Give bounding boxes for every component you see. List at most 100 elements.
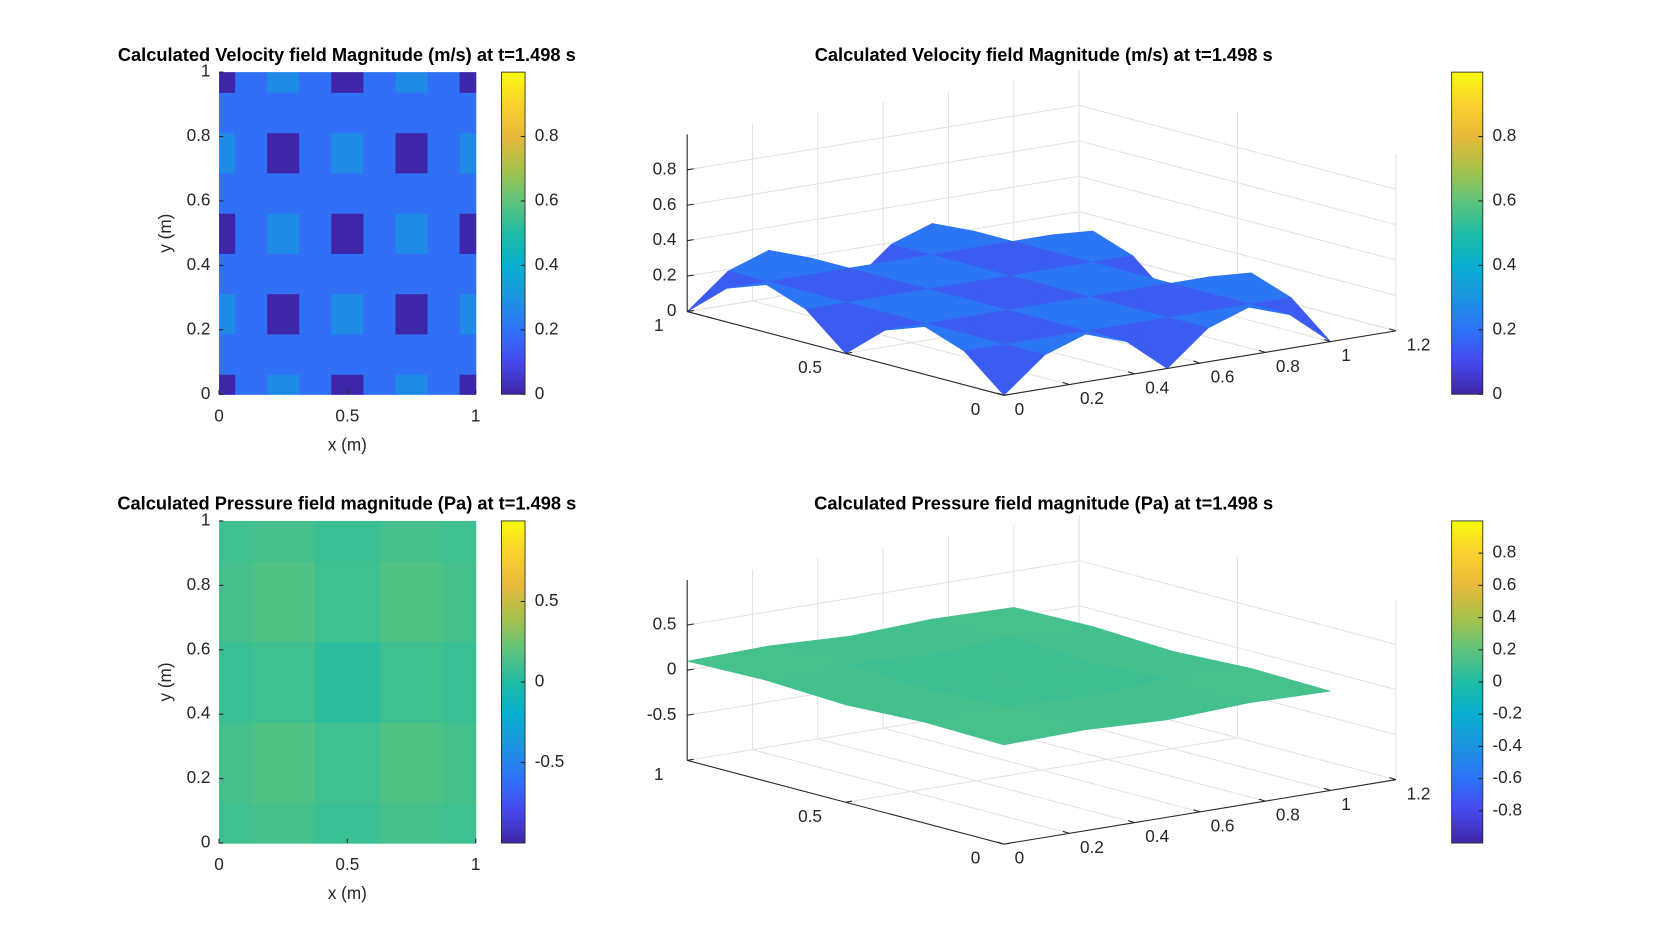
heatmap-cell (219, 293, 236, 335)
x-tick (1389, 777, 1397, 781)
z-tick-label: 0.6 (653, 194, 677, 214)
heatmap-cell (235, 333, 268, 375)
heatmap-cell (219, 641, 252, 723)
colorbar (1451, 520, 1484, 844)
heatmap-cell (219, 172, 236, 214)
heatmap-cell (427, 293, 461, 335)
heatmap-cell (395, 293, 429, 335)
grid-line (687, 175, 1080, 242)
colorbar-tick-label: 0.8 (1492, 542, 1516, 562)
colorbar-tick-label: -0.8 (1492, 799, 1522, 819)
y-tick (845, 800, 853, 803)
grid-line (1078, 605, 1396, 691)
x-tick (1062, 381, 1070, 386)
z-tick-label: 0 (667, 659, 677, 679)
heatmap-cell (219, 802, 252, 844)
heatmap-cell (251, 520, 316, 562)
heatmap-cell (299, 374, 332, 395)
x-tick-label: 0.8 (1276, 805, 1300, 825)
heatmap-cell (315, 561, 381, 643)
heatmap-cell (315, 520, 381, 562)
y-tick-label: 0.6 (187, 189, 211, 209)
heatmap-cell (363, 374, 397, 395)
colorbar-tick-label: 0.6 (1492, 574, 1516, 594)
y-tick-label: 0 (971, 399, 981, 419)
heatmap-cell (331, 213, 365, 254)
chart-title: Calculated Velocity field Magnitude (m/s… (815, 44, 1273, 65)
heatmap-cell (363, 92, 397, 134)
heatmap-cell (395, 253, 429, 295)
x-tick-label: 0.5 (335, 405, 359, 425)
colorbar-tick-label: 0.6 (535, 189, 559, 209)
z-tick (687, 623, 694, 626)
x-tick (1193, 809, 1201, 813)
heatmap-cell (219, 374, 236, 395)
heatmap-cell (219, 561, 252, 643)
surface-patch (963, 344, 1046, 396)
colorbar-tick-label: 0 (1492, 383, 1502, 403)
heatmap-cell (267, 213, 300, 254)
heatmap-cell (251, 561, 316, 643)
x-tick (997, 392, 1005, 396)
heatmap-cell (443, 561, 477, 643)
colorbar-tick-label: 0.5 (535, 590, 559, 610)
heatmap-cell (219, 722, 252, 804)
heatmap-cell (395, 213, 429, 254)
x-tick (997, 841, 1005, 845)
heatmap-cell (459, 72, 477, 93)
colorbar-tick-label: -0.6 (1492, 767, 1522, 787)
x-tick-label: 0 (214, 405, 224, 425)
x-tick-label: 0.6 (1211, 815, 1235, 835)
heatmap-cell (331, 92, 365, 134)
heatmap-cell (459, 92, 477, 134)
x-tick (1323, 787, 1331, 791)
x-tick-label: 1.2 (1407, 783, 1431, 803)
heatmap-cell (267, 253, 300, 295)
colorbar-tick-label: 0.6 (1492, 189, 1516, 209)
y-tick-label: 0 (971, 848, 981, 868)
z-tick (687, 203, 694, 206)
grid-line (1078, 211, 1396, 296)
y-axis-label: y (m) (155, 662, 175, 701)
x-tick-label: 0 (1015, 399, 1025, 419)
heatmap-cell (331, 253, 365, 295)
x-tick (1127, 371, 1135, 375)
heatmap-cell (299, 333, 332, 375)
heatmap-cell (267, 293, 300, 335)
heatmap-cell (235, 213, 268, 254)
colorbar (500, 71, 526, 395)
heatmap-cell (235, 72, 268, 93)
heatmap-cell (363, 172, 397, 214)
colorbar-tick-label: 0.4 (535, 254, 559, 274)
heatmap-cell (299, 72, 332, 93)
grid-line (687, 560, 1080, 626)
heatmap-cell (251, 802, 316, 844)
x-tick (1127, 819, 1135, 824)
x-tick (1258, 798, 1266, 802)
colorbar-tick-label: 0 (1492, 671, 1502, 691)
x-tick (1323, 338, 1331, 343)
x-tick-label: 0.5 (335, 854, 359, 874)
heatmap-cell (459, 374, 477, 395)
z-tick-label: 0 (667, 300, 677, 320)
heatmap-cell (459, 132, 477, 174)
y-tick-label: 0.2 (187, 767, 211, 787)
heatmap-cell (443, 520, 477, 562)
y-tick-label: 1 (201, 509, 211, 529)
y-tick-label: 1 (654, 315, 664, 335)
y-tick-label: 0 (201, 832, 211, 852)
colorbar (1451, 71, 1484, 395)
y-axis-label: y (m) (155, 214, 175, 253)
heatmap-cell (235, 253, 268, 295)
heatmap-cell (427, 333, 461, 375)
heatmap-cell (427, 213, 461, 254)
z-tick (687, 274, 694, 277)
heatmap-cell (363, 293, 397, 335)
heatmap-cell (235, 172, 268, 214)
z-tick (687, 239, 694, 242)
heatmap-cell (443, 641, 477, 723)
heatmap-cell (299, 253, 332, 295)
heatmap-cell (299, 92, 332, 134)
y-tick-label: 0 (201, 383, 211, 403)
